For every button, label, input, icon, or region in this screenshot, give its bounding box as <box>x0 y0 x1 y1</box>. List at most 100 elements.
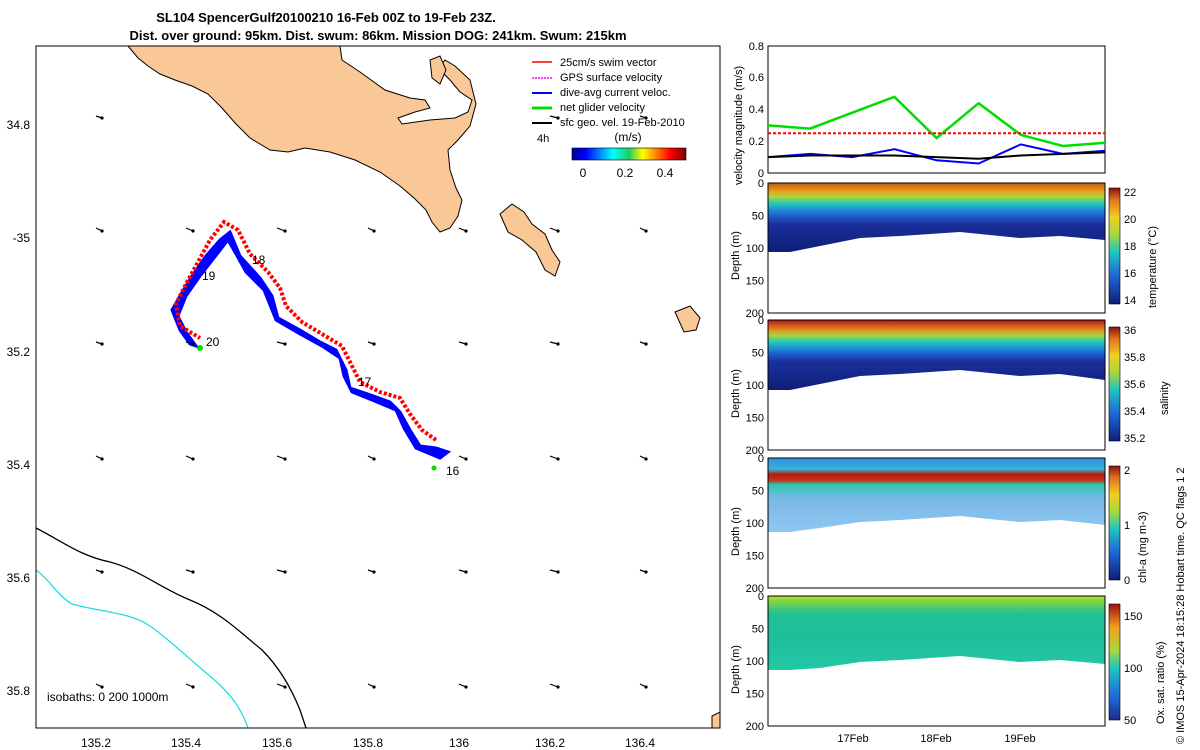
geo-arrow-head <box>191 342 195 346</box>
geo-arrow-head <box>100 457 104 461</box>
depth-tick-p2-150: 150 <box>746 551 764 563</box>
day-label-18: 18 <box>252 253 266 267</box>
cbar-tick-p2-0: 2 <box>1124 465 1130 477</box>
lon-tick-1356: 135.6 <box>262 736 292 750</box>
land-island-3 <box>674 305 701 333</box>
lon-tick-136: 136 <box>449 736 469 750</box>
time-tick-17feb: 17Feb <box>837 733 868 745</box>
lat-tick-356: 35.6 <box>7 571 31 585</box>
depth-tick-p0-100: 100 <box>746 243 764 255</box>
time-axis: 17Feb 18Feb 19Feb <box>837 733 1035 745</box>
depth-tick-p0-0: 0 <box>758 178 764 190</box>
isobaths-label: isobaths: 0 200 1000m <box>47 690 168 704</box>
colorbar-tick-0: 0 <box>580 166 587 180</box>
legend-gps: GPS surface velocity <box>560 72 663 84</box>
legend-net: net glider velocity <box>560 102 645 114</box>
geo-arrow-head <box>191 570 195 574</box>
day-label-20: 20 <box>206 335 220 349</box>
depth-tick-p3-200: 200 <box>746 721 764 733</box>
geo-arrow-head <box>283 570 287 574</box>
depth-tick-p2-100: 100 <box>746 518 764 530</box>
salinity-panel: Depth (m) salinity <box>730 319 1171 451</box>
velocity-ytick-08: 0.8 <box>749 41 764 53</box>
lon-tick-1354: 135.4 <box>171 736 201 750</box>
time-tick-18feb: 18Feb <box>920 733 951 745</box>
isobath-200 <box>35 527 307 729</box>
map-title-line1: SL104 SpencerGulf20100210 16-Feb 00Z to … <box>156 10 496 25</box>
geo-arrow-head <box>191 685 195 689</box>
geo-arrow-head <box>372 457 376 461</box>
depth-tick-p0-150: 150 <box>746 276 764 288</box>
temperature-section <box>768 183 1105 252</box>
map-y-ticks: 34.8 -35 35.2 35.4 35.6 35.8 <box>7 118 31 698</box>
depth-tick-p3-150: 150 <box>746 689 764 701</box>
depth-tick-p2-0: 0 <box>758 453 764 465</box>
chlorophyll-section <box>768 458 1105 532</box>
legend-geo: sfc geo. vel. 19-Feb-2010 <box>560 117 685 129</box>
geo-arrow-head <box>556 457 560 461</box>
geo-arrow-head <box>372 229 376 233</box>
geo-arrow-head <box>556 685 560 689</box>
colorbar-ticks: 22 20 18 16 14 36 35.8 35.6 35.4 35.2 2 1 0 150 100 50 <box>1124 187 1145 727</box>
geo-arrow-head <box>191 229 195 233</box>
chlorophyll-cbar-label: chl-a (mg m-3) <box>1137 511 1149 583</box>
geo-arrow-head <box>372 685 376 689</box>
velocity-line-net-glider-velocity <box>767 95 1106 148</box>
temperature-ylabel: Depth (m) <box>730 231 742 280</box>
colorbar-tick-1: 0.2 <box>617 166 634 180</box>
lat-tick-354: 35.4 <box>7 458 31 472</box>
colorbar-tick-2: 0.4 <box>657 166 674 180</box>
cbar-tick-p0-1: 20 <box>1124 214 1136 226</box>
map-x-ticks: 135.2 135.4 135.6 135.8 136 136.2 136.4 <box>81 736 655 750</box>
depth-tick-p0-50: 50 <box>752 211 764 223</box>
map-plot: 16 17 18 19 20 25cm/s swim vector GPS su… <box>7 45 721 750</box>
depth-tick-p1-150: 150 <box>746 413 764 425</box>
cbar-tick-p0-2: 18 <box>1124 241 1136 253</box>
lon-tick-1364: 136.4 <box>625 736 655 750</box>
cbar-tick-p2-1: 1 <box>1124 520 1130 532</box>
temperature-colorbar <box>1108 187 1121 305</box>
land-peninsula <box>126 45 477 233</box>
swim-vectors <box>173 219 438 442</box>
cbar-tick-p2-2: 0 <box>1124 575 1130 587</box>
lat-tick-348: 34.8 <box>7 118 31 132</box>
imos-credit: © IMOS 15-Apr-2024 18:15:28 Hobart time.… <box>1175 467 1187 744</box>
track-end-marker <box>197 345 203 351</box>
geo-arrow-head <box>283 229 287 233</box>
salinity-plot-frame <box>767 319 1106 451</box>
chlorophyll-colorbar <box>1108 465 1121 581</box>
geo-arrow-head <box>556 229 560 233</box>
velocity-ytick-0: 0 <box>758 168 764 180</box>
geo-arrow-head <box>464 570 468 574</box>
geo-arrow-head <box>100 229 104 233</box>
geo-arrow-head <box>283 457 287 461</box>
time-tick-19feb: 19Feb <box>1004 733 1035 745</box>
cbar-tick-p0-0: 22 <box>1124 187 1136 199</box>
salinity-colorbar <box>1108 326 1121 442</box>
isobath-1000 <box>35 569 249 729</box>
oxygen-colorbar <box>1108 603 1121 721</box>
cbar-tick-p3-1: 100 <box>1124 663 1142 675</box>
track-start-marker <box>431 465 437 471</box>
colorbar-label: (m/s) <box>614 130 641 144</box>
velocity-ylabel: velocity magnitude (m/s) <box>733 66 745 185</box>
geo-arrow-head <box>100 685 104 689</box>
map-frame <box>35 45 721 729</box>
temperature-panel: Depth (m) temperature (°C) <box>730 182 1159 314</box>
oxygen-panel: Depth (m) Ox. sat. ratio (%) <box>730 595 1167 727</box>
map-legend: 25cm/s swim vector GPS surface velocity … <box>532 57 687 180</box>
day-label-17: 17 <box>358 375 372 389</box>
geo-arrow-head <box>100 116 104 120</box>
depth-tick-p1-200: 200 <box>746 445 764 457</box>
geo-arrow-head <box>464 342 468 346</box>
velocity-panel: 0 0.2 0.4 0.6 0.8 velocity magnitude (m/… <box>733 41 1106 185</box>
depth-tick-p3-100: 100 <box>746 656 764 668</box>
velocity-ytick-04: 0.4 <box>749 104 764 116</box>
depth-axis-ticks: 0501001502000501001502000501001502000501… <box>746 178 764 733</box>
oxygen-cbar-label: Ox. sat. ratio (%) <box>1155 641 1167 724</box>
map-colorbar <box>571 147 687 161</box>
chlorophyll-ylabel: Depth (m) <box>730 507 742 556</box>
lon-tick-1352: 135.2 <box>81 736 111 750</box>
velocity-series <box>767 95 1106 165</box>
